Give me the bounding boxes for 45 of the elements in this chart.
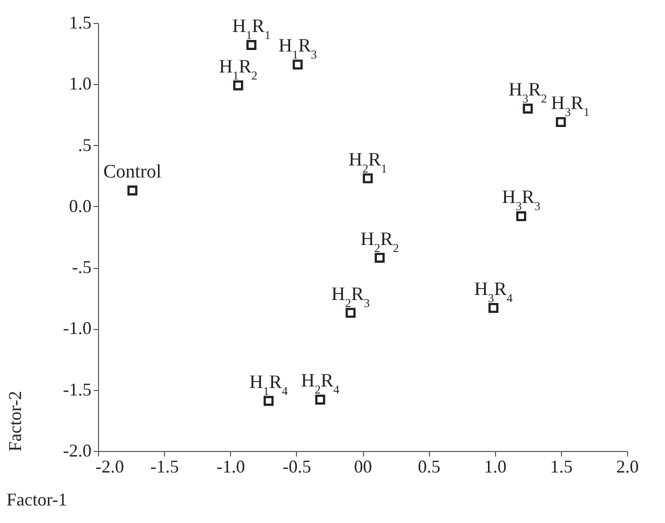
y-tick-label: -2.0 [63,440,92,460]
x-tick-label: -1.5 [150,456,179,476]
annotation: H$_{2}$R$_{2}$ [360,228,399,255]
y-axis-title: Factor-2 [5,390,26,452]
x-tick-label: -2.0 [96,456,124,476]
annotation: H$_{3}$R$_{2}$ [508,80,548,106]
y-tick-label: .5 [78,134,92,155]
point [246,40,256,50]
point [488,302,498,313]
x-tick-label: -1.0 [216,456,245,476]
annotation: Control [103,162,162,183]
annotation: H$_{3}$R$_{4}$ [474,278,513,305]
y-tick-label: 1.0 [69,74,92,94]
annotation: H$_{3}$R$_{3}$ [502,187,540,214]
x-tick-label: 00 [354,456,372,476]
annotation: H$_{2}$R$_{4}$ [300,370,340,397]
x-tick-label: -0.5 [282,456,312,476]
y-tick-label: -.5 [72,257,92,278]
annotation: H$_{1}$R$_{1}$ [232,16,271,42]
point [556,117,566,128]
y-tick-label: 1.5 [69,12,92,32]
annotation: H$_{2}$R$_{1}$ [348,149,387,176]
annotation: H$_{1}$R$_{4}$ [249,372,288,398]
point [362,173,373,184]
x-axis-title: Factor-1 [6,490,68,510]
point [516,211,526,222]
annotation: H$_{1}$R$_{2}$ [218,56,258,82]
point [315,394,326,405]
annotation: H$_{3}$R$_{1}$ [551,93,590,120]
x-tick-label: 2.0 [616,456,639,476]
x-tick-label: 1.5 [550,456,573,476]
point [233,80,244,90]
point [374,252,385,263]
y-tick-label: -1.5 [63,379,92,400]
y-tick-label: 0.0 [69,196,92,216]
point [127,186,138,196]
annotation: H$_{1}$R$_{3}$ [278,36,317,62]
annotation: H$_{2}$R$_{3}$ [331,284,370,310]
point [346,308,356,318]
x-tick-label: 1.0 [484,456,506,476]
x-tick-label: 0.5 [418,456,440,476]
point [292,60,303,70]
y-tick-label: -1.0 [63,318,92,338]
point [522,104,533,114]
point [264,396,274,406]
